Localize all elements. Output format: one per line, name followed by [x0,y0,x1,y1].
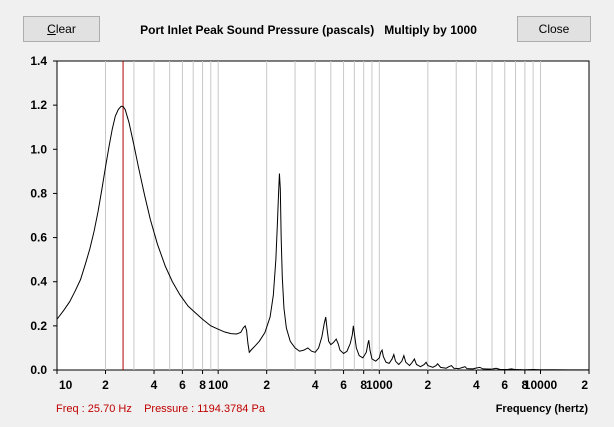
pressure-curve [56,105,590,371]
x-tick-label: 100 [208,378,228,392]
x-tick-label: 10 [59,378,73,392]
x-tick-label: 2 [102,378,109,392]
y-tick-label: 0.4 [30,275,47,289]
x-tick-label: 1000 [366,378,393,392]
y-tick-label: 1.4 [30,54,47,68]
x-tick-label: 10000 [524,378,558,392]
x-tick-label: 8 [360,378,367,392]
chart-title: Port Inlet Peak Sound Pressure (pascals)… [140,23,477,37]
y-tick-label: 0.6 [30,231,47,245]
x-tick-label: 4 [151,378,158,392]
x-axis-label: Frequency (hertz) [495,403,588,415]
cursor-readout: Freq : 25.70 Hz Pressure : 1194.3784 Pa [56,403,265,415]
frequency-readout: Freq : 25.70 Hz [56,403,132,415]
x-tick-label: 8 [199,378,206,392]
y-tick-label: 0.0 [30,363,47,377]
chart-area[interactable]: 0.00.20.40.60.81.01.21.4 10 2 4 6 8 100 2 4 6 810… [0,0,614,400]
x-tick-label: 6 [340,378,347,392]
y-tick-labels: 0.0 0.2 0.4 0.6 0.8 1.0 1.2 1.4 [30,54,57,377]
x-tick-label: 4 [473,378,480,392]
x-tick-label: 4 [312,378,319,392]
x-tick-label: 2 [263,378,270,392]
x-tick-label: 8 [522,378,529,392]
y-tick-label: 1.0 [30,142,47,156]
clear-button-mnemonic: C [47,22,56,36]
pressure-readout: Pressure : 1194.3784 Pa [144,403,265,415]
x-tick-label: 6 [179,378,186,392]
x-tick-label: 6 [501,378,508,392]
y-tick-label: 0.2 [30,319,47,333]
y-tick-label: 0.8 [30,186,47,200]
clear-button-label: lear [55,22,76,36]
close-button[interactable]: Close [517,16,591,42]
x-tick-label: 2 [581,378,588,392]
x-tick-label: 2 [424,378,431,392]
y-tick-label: 1.2 [30,98,47,112]
grid-lines [105,61,541,370]
plot-background [56,60,590,371]
